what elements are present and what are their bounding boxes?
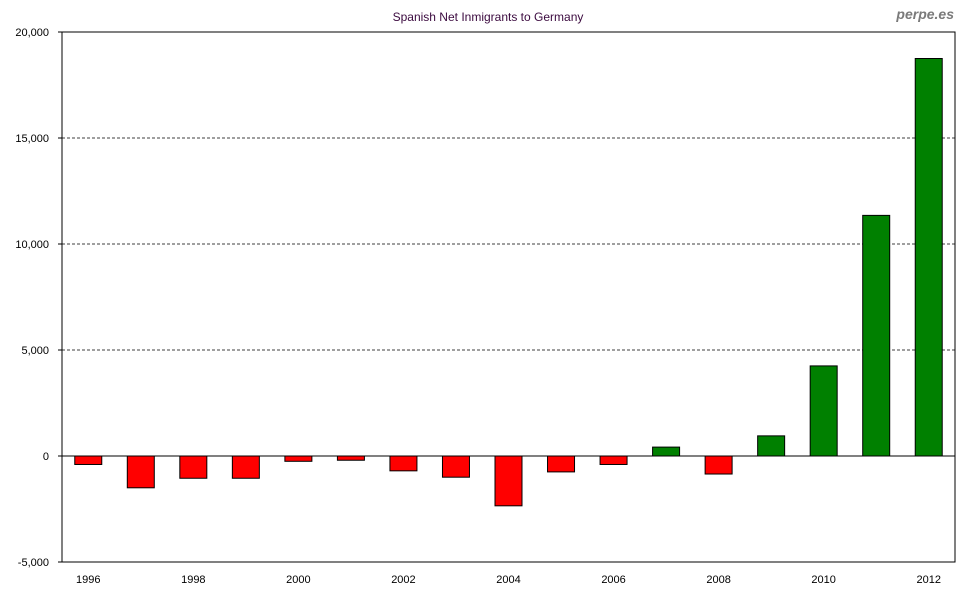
bar-2003 <box>441 455 470 478</box>
chart-title: Spanish Net Inmigrants to Germany <box>393 10 584 24</box>
bar-2010 <box>809 365 838 457</box>
x-tick-label: 1998 <box>181 574 205 586</box>
bar-2007 <box>652 446 681 457</box>
bar-2009 <box>757 435 786 457</box>
y-tick-label: 10,000 <box>15 239 49 251</box>
brand-watermark: perpe.es <box>895 6 954 22</box>
bar-2002 <box>389 455 418 472</box>
x-tick-label: 2010 <box>811 574 835 586</box>
bar-1998 <box>179 455 208 479</box>
bar-1996 <box>74 455 103 465</box>
x-tick-label: 2000 <box>286 574 310 586</box>
bar-2011 <box>862 214 891 457</box>
gridlines <box>62 137 955 351</box>
bar-2008 <box>704 455 733 475</box>
bar-2006 <box>599 455 628 465</box>
y-tick-label: 20,000 <box>15 27 49 39</box>
plot-area <box>61 31 956 563</box>
bar-2000 <box>284 455 313 462</box>
y-axis-ticks: -5,000 0 5,000 10,000 15,000 20,000 <box>15 27 62 569</box>
x-tick-label: 2006 <box>601 574 625 586</box>
x-tick-label: 2004 <box>496 574 520 586</box>
bar-2012 <box>914 58 943 457</box>
x-tick-label: 1996 <box>76 574 100 586</box>
x-axis-ticks: 1996 1998 2000 2002 2004 2006 2008 2010 2012 <box>76 574 941 586</box>
x-tick-label: 2012 <box>916 574 940 586</box>
x-tick-label: 2002 <box>391 574 415 586</box>
bar-2004 <box>494 455 523 507</box>
x-tick-label: 2008 <box>706 574 730 586</box>
y-tick-label: 15,000 <box>15 133 49 145</box>
bar-2001 <box>336 455 365 461</box>
bar-2005 <box>547 455 576 473</box>
bars <box>74 58 943 507</box>
y-tick-label: 0 <box>43 451 49 463</box>
bar-1997 <box>126 455 155 489</box>
y-tick-label: 5,000 <box>21 345 49 357</box>
bar-1999 <box>231 455 260 479</box>
y-tick-label: -5,000 <box>18 557 49 569</box>
